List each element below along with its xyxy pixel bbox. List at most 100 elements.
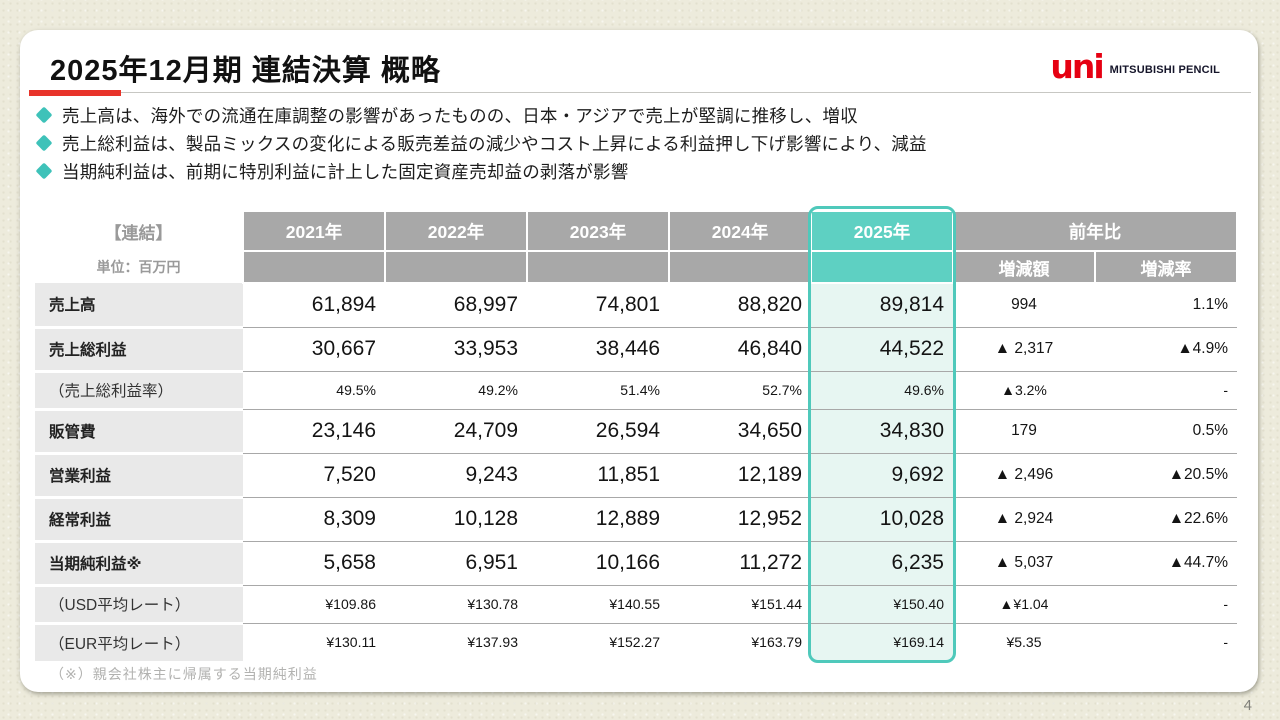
- value-cell: 38,446: [527, 327, 669, 372]
- value-cell: 12,952: [669, 497, 811, 542]
- change-rate-cell: ▲22.6%: [1095, 497, 1237, 542]
- change-amount-cell: ▲ 2,317: [953, 327, 1095, 372]
- value-cell: 89,814: [811, 283, 953, 328]
- table-row: （EUR平均レート） ¥130.11 ¥137.93 ¥152.27 ¥163.79 ¥1…: [35, 623, 1237, 661]
- value-cell: 46,840: [669, 327, 811, 372]
- table-header-row: 【連結】 2021年 2022年 2023年 2024年 2025年 前年比: [35, 210, 1238, 252]
- empty-header-cell: [526, 250, 670, 284]
- uni-brand-logo: uni: [1050, 47, 1104, 86]
- value-cell: 26,594: [527, 409, 669, 454]
- value-cell: 10,028: [811, 497, 953, 542]
- table-row: 当期純利益※ 5,658 6,951 10,166 11,272 6,235 ▲ 5,037…: [35, 541, 1237, 587]
- change-rate-cell: ▲44.7%: [1095, 541, 1237, 586]
- company-name: MITSUBISHI PENCIL: [1109, 64, 1220, 77]
- row-label: （売上総利益率）: [35, 371, 243, 411]
- year-header-2022: 2022年: [384, 210, 528, 252]
- value-cell: ¥151.44: [669, 585, 811, 624]
- change-rate-header: 増減率: [1094, 250, 1238, 284]
- value-cell: 11,272: [669, 541, 811, 586]
- value-cell: 12,189: [669, 453, 811, 498]
- change-rate-cell: -: [1095, 585, 1237, 624]
- year-header-2025-highlighted: 2025年: [810, 210, 954, 252]
- summary-bullets: 売上高は、海外での流通在庫調整の影響があったものの、日本・アジアで売上が堅調に推…: [35, 101, 927, 185]
- value-cell: 34,650: [669, 409, 811, 454]
- diamond-bullet-icon: [35, 134, 53, 152]
- value-cell: ¥130.78: [385, 585, 527, 624]
- value-cell: 9,243: [385, 453, 527, 498]
- year-header-2024: 2024年: [668, 210, 812, 252]
- value-cell: ¥169.14: [811, 623, 953, 661]
- value-cell: ¥152.27: [609, 634, 660, 651]
- value-cell: 23,146: [243, 409, 385, 454]
- value-cell: 51.4%: [527, 371, 669, 410]
- bullet-text: 売上総利益は、製品ミックスの変化による販売差益の減少やコスト上昇による利益押し下…: [62, 133, 927, 154]
- change-rate-cell: 0.5%: [1095, 409, 1237, 454]
- value-cell: 52.7%: [669, 371, 811, 410]
- unit-label: 単位：百万円: [35, 251, 243, 283]
- change-amount-cell: 994: [953, 283, 1095, 328]
- title-divider: [29, 90, 1251, 96]
- bullet-text: 当期純利益は、前期に特別利益に計上した固定資産売却益の剥落が影響: [62, 161, 629, 182]
- row-label: 売上高: [35, 283, 243, 329]
- change-rate-cell: ▲4.9%: [1095, 327, 1237, 372]
- row-label: 販管費: [35, 409, 243, 455]
- table-body: 売上高 61,894 68,997 74,801 88,820 89,814 994 1.1%…: [35, 283, 1237, 661]
- value-cell: 61,894: [243, 283, 385, 328]
- row-label: （USD平均レート）: [35, 585, 243, 625]
- results-table: 【連結】 2021年 2022年 2023年 2024年 2025年 前年比 単…: [35, 210, 1238, 661]
- table-row: 営業利益 7,520 9,243 11,851 12,189 9,692 ▲ 2,496 ▲2…: [35, 453, 1237, 499]
- empty-header-cell-2025: [810, 250, 954, 284]
- table-row: 売上高 61,894 68,997 74,801 88,820 89,814 994 1.1%: [35, 283, 1237, 329]
- value-cell: 10,166: [527, 541, 669, 586]
- bullet-item: 売上総利益は、製品ミックスの変化による販売差益の減少やコスト上昇による利益押し下…: [35, 129, 927, 157]
- value-cell: ¥140.55: [527, 585, 669, 624]
- yoy-header: 前年比: [952, 210, 1238, 252]
- change-amount-cell: ▲ 2,924: [953, 497, 1095, 542]
- change-amount-cell: ▲¥1.04: [953, 585, 1095, 624]
- change-amount-cell: ▲ 2,496: [953, 453, 1095, 498]
- value-cell: ¥150.40: [811, 585, 953, 624]
- value-cell: ¥130.11: [326, 634, 376, 651]
- change-rate-cell: -: [1095, 371, 1237, 410]
- footnote: （※）親会社株主に帰属する当期純利益: [50, 666, 318, 682]
- bullet-text: 売上高は、海外での流通在庫調整の影響があったものの、日本・アジアで売上が堅調に推…: [62, 105, 858, 126]
- value-cell: 44,522: [811, 327, 953, 372]
- value-cell: 7,520: [243, 453, 385, 498]
- value-cell: 88,820: [669, 283, 811, 328]
- value-cell: 12,889: [527, 497, 669, 542]
- value-cell: 74,801: [527, 283, 669, 328]
- value-cell: 68,997: [385, 283, 527, 328]
- bullet-item: 当期純利益は、前期に特別利益に計上した固定資産売却益の剥落が影響: [35, 157, 927, 185]
- row-label: 経常利益: [35, 497, 243, 543]
- diamond-bullet-icon: [35, 106, 53, 124]
- change-amount-cell: ▲ 5,037: [953, 541, 1095, 586]
- change-amount-cell: 179: [953, 409, 1095, 454]
- value-cell: 11,851: [527, 453, 669, 498]
- value-cell: 8,309: [243, 497, 385, 542]
- company-logo: uni MITSUBISHI PENCIL: [1050, 47, 1220, 86]
- value-cell: 24,709: [385, 409, 527, 454]
- empty-header-cell: [242, 250, 386, 284]
- value-cell: 10,128: [385, 497, 527, 542]
- table-row: （売上総利益率） 49.5% 49.2% 51.4% 52.7% 49.6% ▲3.2% -: [35, 371, 1237, 411]
- value-cell: 5,658: [243, 541, 385, 586]
- table-subheader-row: 単位：百万円 増減額 増減率: [35, 250, 1238, 284]
- value-cell: 49.5%: [243, 371, 385, 410]
- row-label: 当期純利益※: [35, 541, 243, 587]
- value-cell: 49.2%: [385, 371, 527, 410]
- slide-card: 2025年12月期 連結決算 概略 uni MITSUBISHI PENCIL …: [20, 30, 1258, 692]
- row-label: 売上総利益: [35, 327, 243, 373]
- value-cell: 9,692: [811, 453, 953, 498]
- value-cell: 6,235: [811, 541, 953, 586]
- year-header-2023: 2023年: [526, 210, 670, 252]
- change-rate-cell: -: [1223, 634, 1228, 651]
- divider-red-accent: [29, 90, 121, 96]
- empty-header-cell: [668, 250, 812, 284]
- diamond-bullet-icon: [35, 162, 53, 180]
- empty-header-cell: [384, 250, 528, 284]
- row-label: 営業利益: [35, 453, 243, 499]
- financial-results-table: 【連結】 2021年 2022年 2023年 2024年 2025年 前年比 単…: [35, 206, 1238, 663]
- table-row: 経常利益 8,309 10,128 12,889 12,952 10,028 ▲ 2,924…: [35, 497, 1237, 543]
- year-header-2021: 2021年: [242, 210, 386, 252]
